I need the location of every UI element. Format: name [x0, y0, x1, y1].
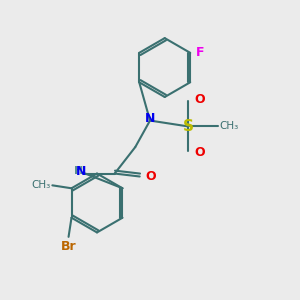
- Text: O: O: [145, 170, 156, 183]
- Text: O: O: [194, 93, 205, 106]
- Text: H: H: [74, 167, 83, 176]
- Text: CH₃: CH₃: [32, 180, 51, 190]
- Text: N: N: [76, 165, 87, 178]
- Text: Br: Br: [61, 240, 76, 254]
- Text: O: O: [194, 146, 205, 159]
- Text: S: S: [183, 119, 194, 134]
- Text: CH₃: CH₃: [219, 122, 238, 131]
- Text: F: F: [196, 46, 204, 59]
- Text: N: N: [145, 112, 155, 125]
